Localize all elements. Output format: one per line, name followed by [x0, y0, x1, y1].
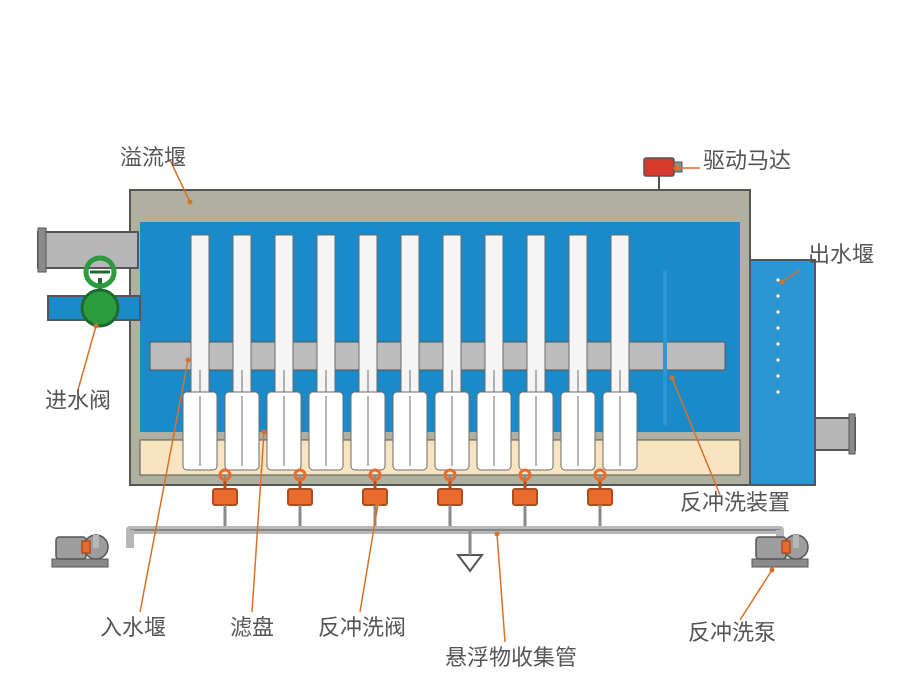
label-backwash_valve: 反冲洗阀: [318, 615, 406, 640]
label-backwash_device: 反冲洗装置: [680, 490, 790, 515]
label-filter_disc: 滤盘: [230, 615, 274, 640]
label-backwash_pump: 反冲洗泵: [688, 620, 776, 645]
backwash-valve: [513, 489, 537, 505]
backwash-pump-left: [52, 535, 108, 567]
label-overflow_weir: 溢流堰: [120, 145, 186, 170]
backwash-valve: [288, 489, 312, 505]
backwash-pump-right: [752, 535, 808, 567]
label-inlet_weir: 入水堰: [100, 615, 166, 640]
backwash-valve: [588, 489, 612, 505]
label-suspended_collector: 悬浮物收集管: [445, 645, 577, 670]
backwash-valve: [213, 489, 237, 505]
label-drive_motor: 驱动马达: [703, 148, 791, 173]
label-outlet_weir: 出水堰: [808, 242, 874, 267]
backwash-valve: [363, 489, 387, 505]
filter-disc-array: [183, 235, 637, 470]
backwash-valve: [438, 489, 462, 505]
label-inlet_valve: 进水阀: [45, 388, 111, 413]
